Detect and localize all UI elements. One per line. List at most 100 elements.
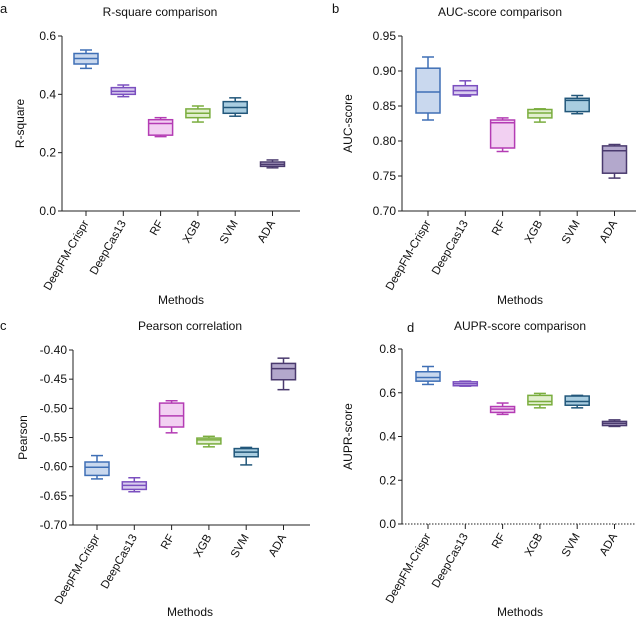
x-axis-label: Methods [497,293,543,307]
x-tick-label: SVM [560,532,583,560]
y-axis-label: R-square [13,99,27,149]
box-iqr [527,394,553,406]
x-tick-label: RF [148,219,166,238]
x-tick-label: DeepCas13 [88,219,129,278]
box-ada [601,143,628,179]
box-ada [259,159,286,169]
chart-title: Pearson correlation [138,319,242,333]
box-iqr [489,119,516,149]
x-tick-label: SVM [218,219,241,247]
x-tick-label: XGB [192,532,215,559]
x-tick-label: SVM [229,533,252,561]
box-ada [601,419,628,428]
box-iqr [601,145,628,174]
panel-letter: c [0,318,7,333]
box-deepfm-crispr [84,454,110,480]
x-tick-label: DeepCas13 [430,532,471,591]
y-tick-label: 0.0 [39,204,56,218]
y-tick-label: 0.2 [379,473,396,487]
y-tick-label: 0.4 [379,430,396,444]
chart-title: AUC-score comparison [438,5,562,19]
x-axis-label: Methods [497,605,543,618]
y-axis-label: AUC-score [341,94,355,153]
x-axis-label: Methods [167,605,213,618]
box-iqr [84,461,110,477]
box-rf [158,400,185,434]
box-iqr [158,402,185,428]
panel-a: a R-square comparison 0.0 0.2 0.4 0.6 R-square… [0,1,300,307]
x-tick-label: ADA [256,218,278,245]
y-tick-label: 0.85 [373,99,397,113]
box-deepfm-crispr [415,365,441,386]
box-deepcas13 [452,80,479,97]
x-axis-label: Methods [158,293,204,307]
box-iqr [564,97,590,113]
y-tick-label: 0.95 [373,29,397,43]
y-tick-label: -0.65 [40,489,68,503]
box-iqr [270,362,297,381]
box-iqr [415,371,441,382]
box-rf [489,402,516,416]
box-svm [233,446,259,466]
x-tick-label: DeepCas13 [99,533,140,592]
y-axis-label: AUPR-score [341,403,355,470]
x-tick-label: DeepFM-Crispr [42,218,92,292]
x-tick-label: XGB [181,218,204,245]
box-svm [564,394,590,409]
y-tick-label: -0.45 [40,372,68,386]
y-tick-label: 0.6 [39,29,56,43]
box-xgb [527,392,553,409]
x-tick-label: RF [490,218,508,237]
y-tick-label: 0.6 [379,386,396,400]
y-tick-label: 0.4 [39,87,56,101]
x-tick-label: ADA [267,532,289,559]
y-tick-label: -0.40 [40,343,68,357]
box-xgb [185,105,211,123]
x-tick-label: XGB [523,218,546,245]
x-tick-label: RF [490,532,508,551]
y-tick-label: 0.2 [39,146,56,160]
box-iqr [415,67,441,114]
x-tick-label: DeepFM-Crispr [384,531,434,605]
x-tick-label: XGB [523,531,546,558]
box-iqr [147,118,174,136]
y-tick-label: -0.55 [40,431,68,445]
panel-b: b AUC-score comparison 0.70 0.75 0.80 0.85 0.9… [332,1,636,307]
x-tick-label: RF [159,533,177,552]
panel-d: d AUPR-score comparison 0.0 0.2 0.4 0.6 0.8 AUP… [341,319,636,619]
x-tick-label: DeepFM-Crispr [384,218,434,292]
y-tick-label: -0.70 [40,518,68,532]
box-xgb [196,435,222,448]
box-deepcas13 [110,84,137,98]
y-axis-label: Pearson [16,415,30,460]
x-tick-label: ADA [598,531,620,558]
box-deepfm-crispr [73,49,99,70]
y-tick-label: -0.60 [40,460,68,474]
chart-title: R-square comparison [103,5,218,19]
box-deepfm-crispr [415,56,441,121]
box-xgb [527,108,553,123]
box-rf [147,116,174,138]
x-tick-label: SVM [560,219,583,247]
box-ada [270,357,297,391]
chart-title: AUPR-score comparison [454,319,586,333]
panel-letter: b [332,1,339,16]
box-svm [222,97,248,117]
box-deepcas13 [121,477,148,493]
box-deepcas13 [452,380,479,387]
y-tick-label: 0.70 [373,204,397,218]
y-tick-label: 0.80 [373,134,397,148]
y-tick-label: 0.8 [379,342,396,356]
x-tick-label: DeepCas13 [430,219,471,278]
y-tick-label: 0.75 [373,169,397,183]
box-iqr [564,395,590,406]
box-svm [564,94,590,115]
y-tick-label: 0.0 [379,517,396,531]
y-tick-label: 0.90 [373,64,397,78]
y-tick-label: -0.50 [40,401,68,415]
box-iqr [196,437,222,445]
panel-c: c Pearson correlation -0.70 -0.65 -0.60 -0.55… [0,318,310,619]
x-tick-label: DeepFM-Crispr [53,532,103,606]
box-rf [489,117,516,153]
